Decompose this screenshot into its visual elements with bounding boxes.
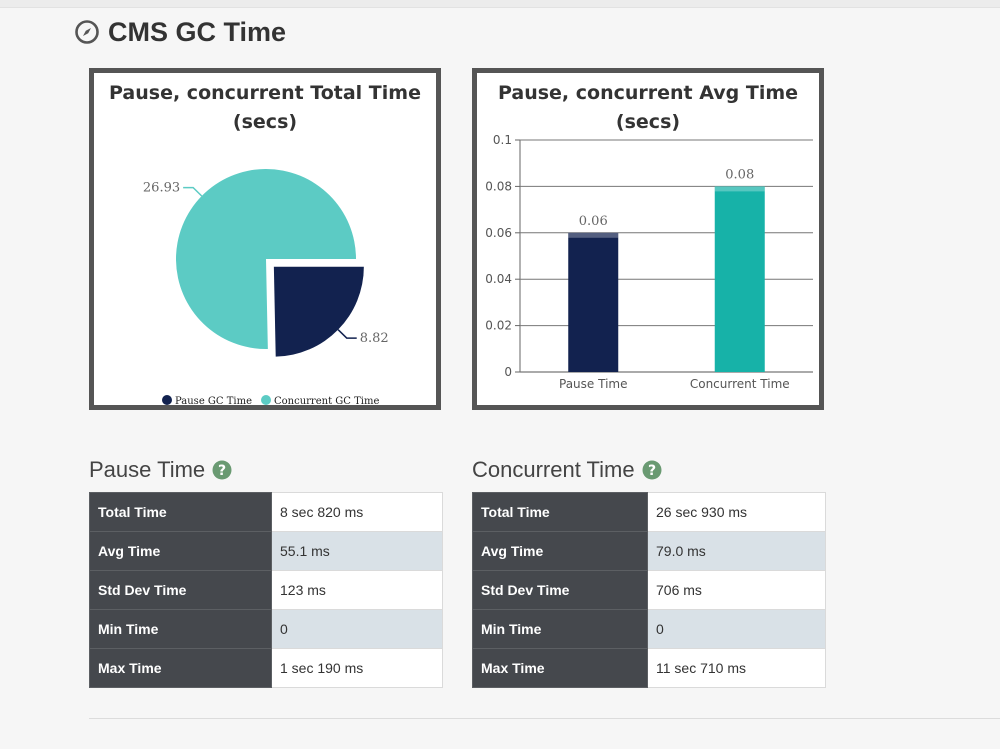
table-row: Std Dev Time 123 ms	[89, 570, 443, 610]
table-row: Avg Time 55.1 ms	[89, 531, 443, 571]
section-title: CMS GC Time	[74, 14, 286, 50]
top-bar	[0, 0, 1000, 8]
row-key: Avg Time	[472, 531, 648, 571]
bar-chart-title-line-1: Pause, concurrent Avg Time	[498, 82, 798, 104]
table-row: Min Time 0	[472, 609, 826, 649]
table-row: Max Time 1 sec 190 ms	[89, 648, 443, 688]
y-tick-label: 0.04	[485, 272, 512, 286]
x-category-label: Pause Time	[559, 377, 627, 391]
pie-chart-title-line-2: (secs)	[233, 111, 297, 133]
table-row: Avg Time 79.0 ms	[472, 531, 826, 571]
section-title-text: CMS GC Time	[108, 16, 287, 47]
row-key: Min Time	[89, 609, 272, 649]
row-value: 55.1 ms	[271, 531, 443, 571]
svg-text:?: ?	[648, 463, 656, 479]
legend-label-concurrent[interactable]: Concurrent GC Time	[274, 396, 379, 405]
y-tick-label: 0.1	[493, 133, 512, 147]
bar-concurrent-time[interactable]	[714, 186, 765, 372]
row-key: Total Time	[472, 492, 648, 532]
row-key: Avg Time	[89, 531, 272, 571]
bar-chart-svg: Pause, concurrent Avg Time (secs) 0 0.02 0…	[485, 82, 813, 391]
row-value: 8 sec 820 ms	[271, 492, 443, 532]
compass-icon	[75, 20, 99, 44]
total-time-pie-chart: Pause, concurrent Total Time (secs) 8.82…	[89, 68, 441, 410]
pie-chart-svg: Pause, concurrent Total Time (secs) 8.82…	[109, 82, 421, 405]
row-value: 0	[271, 609, 443, 649]
pause-time-table: Total Time 8 sec 820 ms Avg Time 55.1 ms S…	[89, 492, 443, 688]
y-tick-label: 0.06	[485, 226, 512, 240]
row-key: Min Time	[472, 609, 648, 649]
pie-data-label: 26.93	[143, 181, 180, 196]
row-key: Max Time	[89, 648, 272, 688]
row-key: Total Time	[89, 492, 272, 532]
pie-leader-line	[337, 329, 357, 339]
concurrent-time-heading: Concurrent Time ?	[472, 455, 662, 485]
legend-marker-pause	[162, 395, 172, 405]
bar-value-label: 0.06	[579, 214, 608, 229]
svg-text:?: ?	[218, 463, 226, 479]
avg-time-bar-chart: Pause, concurrent Avg Time (secs) 0 0.02 0…	[472, 68, 824, 410]
table-row: Std Dev Time 706 ms	[472, 570, 826, 610]
row-key: Max Time	[472, 648, 648, 688]
y-tick-label: 0	[504, 365, 512, 379]
row-value: 123 ms	[271, 570, 443, 610]
y-tick-label: 0.02	[485, 319, 512, 333]
row-value: 0	[647, 609, 826, 649]
pause-time-heading-text: Pause Time	[89, 457, 206, 482]
bar-highlight	[714, 186, 765, 192]
concurrent-time-heading-text: Concurrent Time	[472, 457, 635, 482]
bottom-divider	[89, 718, 1000, 719]
row-value: 26 sec 930 ms	[647, 492, 826, 532]
row-value: 79.0 ms	[647, 531, 826, 571]
table-row: Total Time 8 sec 820 ms	[89, 492, 443, 532]
row-value: 11 sec 710 ms	[647, 648, 826, 688]
legend-marker-concurrent	[261, 395, 271, 405]
row-value: 706 ms	[647, 570, 826, 610]
table-row: Min Time 0	[89, 609, 443, 649]
y-tick-label: 0.08	[485, 179, 512, 193]
bar-pause-time[interactable]	[568, 232, 619, 372]
concurrent-time-table: Total Time 26 sec 930 ms Avg Time 79.0 ms …	[472, 492, 826, 688]
help-icon[interactable]: ?	[642, 460, 662, 480]
table-row: Max Time 11 sec 710 ms	[472, 648, 826, 688]
bar-value-label: 0.08	[725, 167, 754, 182]
pie-slice-pause[interactable]	[273, 266, 364, 357]
legend-label-pause[interactable]: Pause GC Time	[175, 396, 252, 405]
x-category-label: Concurrent Time	[690, 377, 790, 391]
row-key: Std Dev Time	[89, 570, 272, 610]
help-icon[interactable]: ?	[212, 460, 232, 480]
pause-time-heading: Pause Time ?	[89, 455, 232, 485]
pie-slice-concurrent[interactable]	[176, 169, 356, 349]
bar-chart-title-line-2: (secs)	[616, 111, 680, 133]
pie-leader-line	[183, 186, 203, 197]
row-value: 1 sec 190 ms	[271, 648, 443, 688]
table-row: Total Time 26 sec 930 ms	[472, 492, 826, 532]
pie-data-label: 8.82	[360, 331, 389, 346]
row-key: Std Dev Time	[472, 570, 648, 610]
pie-chart-title-line-1: Pause, concurrent Total Time	[109, 82, 421, 104]
bar-highlight	[568, 232, 619, 238]
